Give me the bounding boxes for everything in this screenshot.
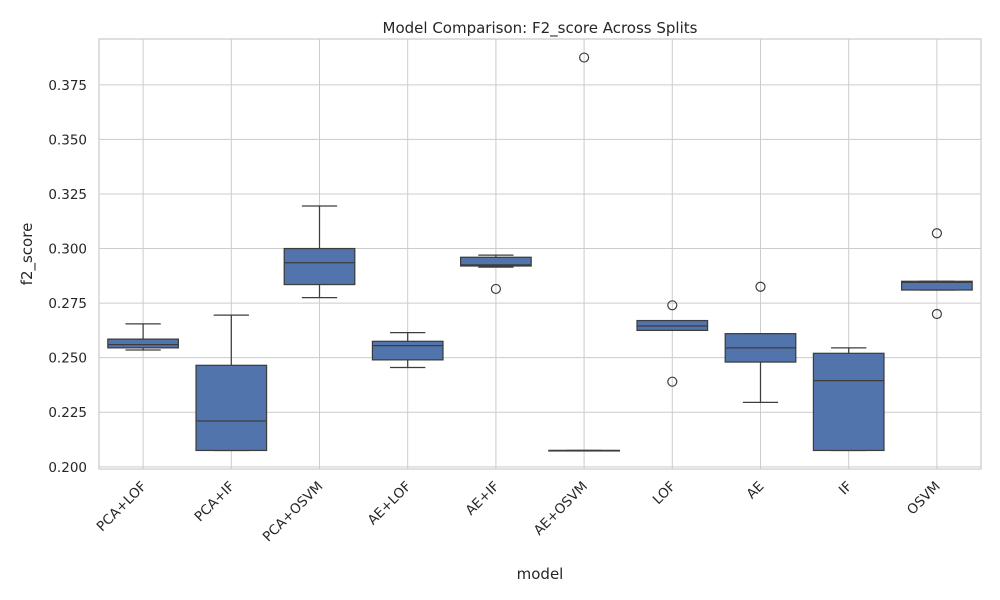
box-iqr	[195, 364, 268, 452]
x-tick-label: PCA+OSVM	[260, 479, 327, 546]
x-tick-label: OSVM	[904, 479, 944, 519]
box-iqr	[371, 340, 444, 361]
x-tick-label: AE+OSVM	[531, 479, 591, 539]
box-pca-if	[195, 314, 268, 452]
outlier-point	[931, 228, 943, 239]
x-tick-label: AE+IF	[463, 479, 503, 519]
box-ae-lof	[371, 331, 444, 369]
x-axis-ticks: PCA+LOF PCA+IF PCA+OSVM AE+LOF AE+IF AE+OSVM L…	[94, 479, 944, 546]
y-tick-label: 0.275	[48, 296, 87, 312]
y-tick-label: 0.375	[48, 78, 87, 94]
outlier-point	[667, 300, 678, 311]
x-tick-label: PCA+IF	[192, 479, 239, 526]
grid-lines	[99, 39, 981, 469]
x-tick-label: AE	[743, 479, 767, 503]
x-tick-label: AE+LOF	[365, 479, 415, 529]
y-axis-ticks: 0.200 0.225 0.250 0.275 0.300 0.325 0.350 0.375	[48, 78, 87, 476]
y-tick-label: 0.250	[48, 351, 87, 367]
box-series	[107, 52, 973, 452]
box-ae-if	[459, 254, 532, 295]
y-axis-label: f2_score	[18, 223, 37, 286]
outlier-point	[667, 376, 678, 387]
box-pca-osvm	[283, 205, 356, 299]
y-tick-label: 0.350	[48, 132, 87, 148]
plot-frame	[98, 38, 982, 470]
box-iqr	[107, 338, 180, 349]
box-iqr	[459, 256, 532, 267]
y-tick-label: 0.200	[48, 460, 87, 476]
x-tick-label: PCA+LOF	[94, 479, 150, 535]
box-if	[812, 347, 885, 452]
box-osvm	[900, 228, 973, 320]
outlier-point	[490, 283, 501, 295]
x-axis-label: model	[517, 565, 564, 583]
box-ae	[724, 281, 797, 404]
y-tick-label: 0.225	[48, 405, 87, 421]
outlier-point	[931, 308, 943, 320]
outlier-point	[755, 281, 766, 292]
box-pca-lof	[107, 323, 180, 351]
x-tick-label: LOF	[650, 479, 679, 508]
box-iqr	[283, 247, 356, 286]
box-ae-osvm	[548, 52, 621, 452]
box-iqr	[900, 280, 973, 291]
outlier-point	[578, 52, 590, 63]
box-iqr	[812, 352, 885, 452]
chart-title: Model Comparison: F2_score Across Splits	[383, 19, 698, 38]
y-tick-label: 0.300	[48, 242, 87, 258]
y-tick-label: 0.325	[48, 187, 87, 203]
box-lof	[636, 300, 709, 387]
x-tick-label: IF	[836, 479, 856, 499]
